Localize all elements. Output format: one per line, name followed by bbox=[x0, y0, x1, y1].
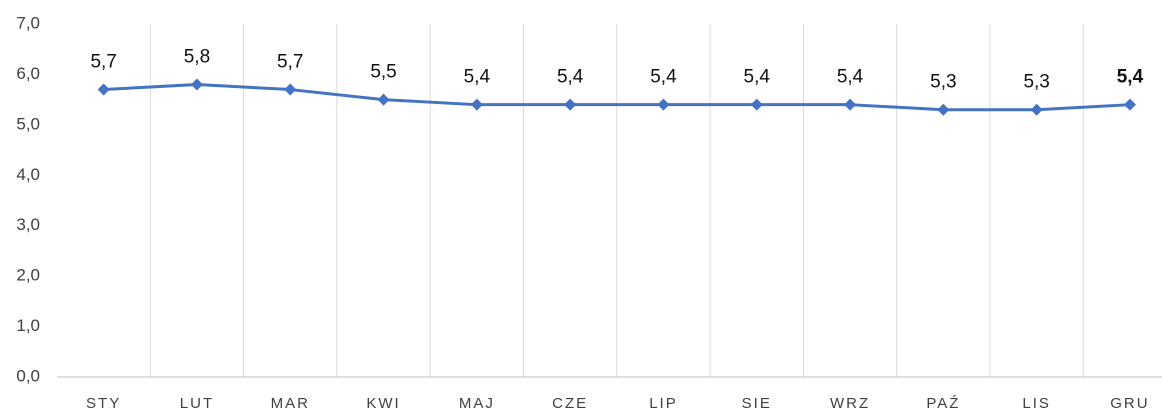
data-label: 5,4 bbox=[557, 67, 584, 88]
y-tick-label: 6,0 bbox=[16, 64, 40, 83]
x-tick-label: KWI bbox=[366, 395, 400, 412]
marker bbox=[190, 78, 203, 91]
data-label: 5,7 bbox=[90, 52, 116, 73]
data-label: 5,5 bbox=[370, 62, 396, 83]
x-tick-label: CZE bbox=[552, 395, 588, 412]
marker bbox=[750, 98, 763, 111]
y-tick-label: 2,0 bbox=[16, 266, 40, 285]
data-label: 5,3 bbox=[930, 72, 956, 93]
y-tick-label: 3,0 bbox=[16, 215, 40, 234]
marker bbox=[564, 98, 577, 111]
x-tick-label: LIP bbox=[649, 395, 678, 412]
marker bbox=[1123, 98, 1136, 111]
data-label: 5,8 bbox=[184, 47, 210, 68]
x-tick-label: STY bbox=[86, 395, 121, 412]
y-tick-label: 0,0 bbox=[16, 366, 40, 385]
marker bbox=[470, 98, 483, 111]
data-label: 5,7 bbox=[277, 52, 303, 73]
data-label: 5,4 bbox=[1117, 67, 1144, 88]
x-tick-label: SIE bbox=[742, 395, 772, 412]
data-label: 5,3 bbox=[1023, 72, 1049, 93]
data-label: 5,4 bbox=[464, 67, 491, 88]
y-tick-label: 4,0 bbox=[16, 165, 40, 184]
marker bbox=[284, 83, 297, 96]
y-tick-label: 1,0 bbox=[16, 316, 40, 335]
x-tick-label: PAŹ bbox=[926, 395, 960, 412]
data-label: 5,4 bbox=[744, 67, 771, 88]
x-tick-label: MAR bbox=[271, 395, 310, 412]
marker bbox=[1030, 103, 1043, 116]
marker bbox=[844, 98, 857, 111]
data-label: 5,4 bbox=[837, 67, 864, 88]
y-tick-label: 7,0 bbox=[16, 13, 40, 32]
y-tick-label: 5,0 bbox=[16, 114, 40, 133]
data-label: 5,4 bbox=[650, 67, 677, 88]
x-tick-label: LUT bbox=[180, 395, 214, 412]
marker bbox=[657, 98, 670, 111]
line bbox=[103, 83, 1131, 112]
marker bbox=[377, 93, 390, 106]
x-tick-label: LIS bbox=[1022, 395, 1051, 412]
x-tick-label: GRU bbox=[1110, 395, 1149, 412]
x-tick-label: MAJ bbox=[459, 395, 495, 412]
x-tick-label: WRZ bbox=[830, 395, 870, 412]
marker bbox=[937, 103, 950, 116]
marker bbox=[97, 83, 110, 96]
